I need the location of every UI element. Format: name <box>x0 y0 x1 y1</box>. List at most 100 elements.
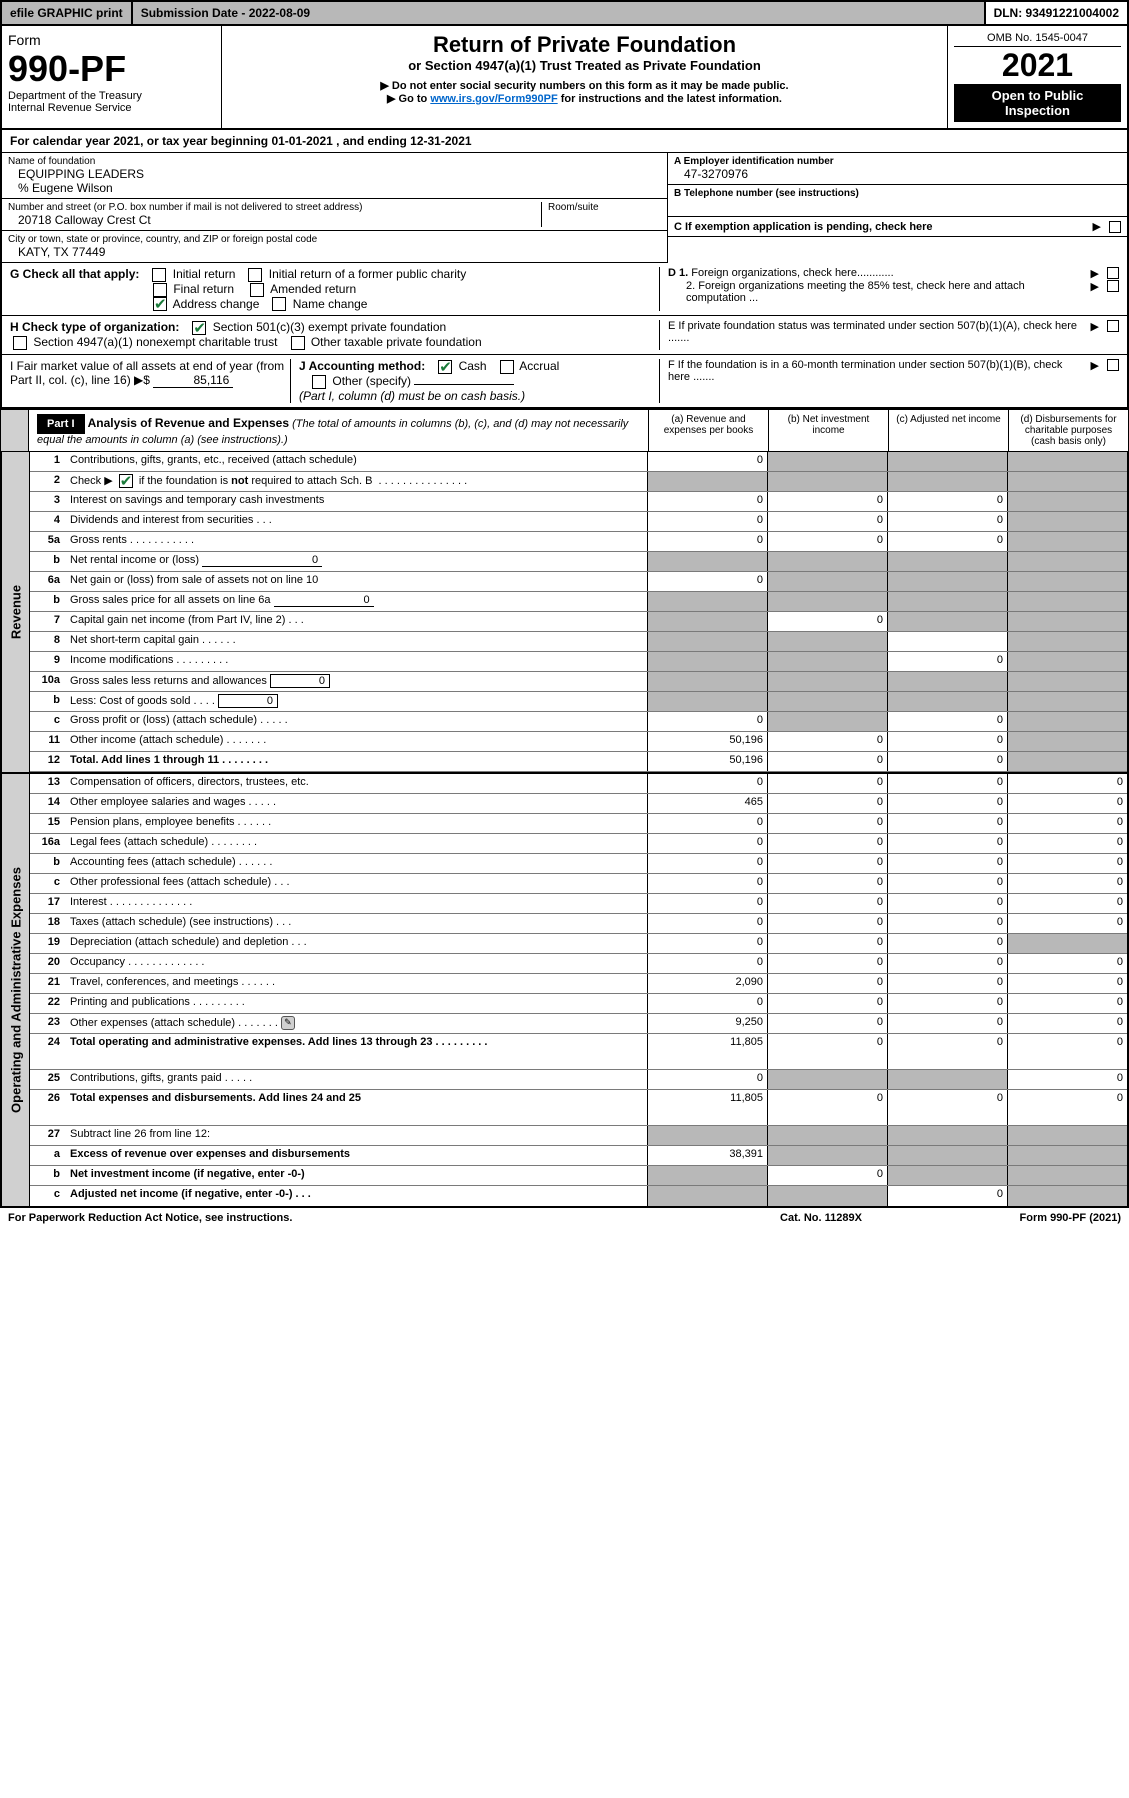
d1-checkbox[interactable] <box>1107 267 1119 279</box>
cat-no: Cat. No. 11289X <box>721 1212 921 1224</box>
schb-checkbox[interactable] <box>119 474 133 488</box>
line-21: Travel, conferences, and meetings . . . … <box>66 974 647 993</box>
line-27c: Adjusted net income (if negative, enter … <box>66 1186 647 1206</box>
open-to-public: Open to Public Inspection <box>954 84 1121 122</box>
city-label: City or town, state or province, country… <box>8 234 661 245</box>
paperwork-notice: For Paperwork Reduction Act Notice, see … <box>8 1212 721 1224</box>
irs-label: Internal Revenue Service <box>8 102 215 114</box>
part1-header-row: Part I Analysis of Revenue and Expenses … <box>0 409 1129 452</box>
omb-number: OMB No. 1545-0047 <box>954 32 1121 47</box>
line-13: Compensation of officers, directors, tru… <box>66 774 647 793</box>
efile-label[interactable]: efile GRAPHIC print <box>2 2 133 24</box>
line-24: Total operating and administrative expen… <box>66 1034 647 1069</box>
col-b-header: (b) Net investment income <box>768 410 888 451</box>
form-header: Form 990-PF Department of the Treasury I… <box>0 26 1129 130</box>
form-subtitle: or Section 4947(a)(1) Trust Treated as P… <box>228 58 941 73</box>
line-1: Contributions, gifts, grants, etc., rece… <box>66 452 647 471</box>
501c3-checkbox[interactable] <box>192 321 206 335</box>
line-23: Other expenses (attach schedule) . . . .… <box>66 1014 647 1033</box>
d1-label: Foreign organizations, check here.......… <box>691 267 893 279</box>
line-27b: Net investment income (if negative, ente… <box>66 1166 647 1185</box>
initial-former-checkbox[interactable] <box>248 268 262 282</box>
g-label: G Check all that apply: <box>10 267 139 281</box>
foundation-info: Name of foundation EQUIPPING LEADERS % E… <box>0 153 1129 263</box>
line-2: Check ▶ if the foundation is not require… <box>66 472 647 491</box>
instr-link-row: ▶ Go to www.irs.gov/Form990PF for instru… <box>228 92 941 105</box>
amended-return-checkbox[interactable] <box>250 283 264 297</box>
name-change-checkbox[interactable] <box>272 297 286 311</box>
line-6a: Net gain or (loss) from sale of assets n… <box>66 572 647 591</box>
line-16c: Other professional fees (attach schedule… <box>66 874 647 893</box>
line-17: Interest . . . . . . . . . . . . . . <box>66 894 647 913</box>
topbar: efile GRAPHIC print Submission Date - 20… <box>0 0 1129 26</box>
line-22: Printing and publications . . . . . . . … <box>66 994 647 1013</box>
line-10b: Less: Cost of goods sold . . . . 0 <box>66 692 647 711</box>
part1-badge: Part I <box>37 414 85 434</box>
line-26: Total expenses and disbursements. Add li… <box>66 1090 647 1125</box>
line-7: Capital gain net income (from Part IV, l… <box>66 612 647 631</box>
calendar-year-row: For calendar year 2021, or tax year begi… <box>0 130 1129 153</box>
line-15: Pension plans, employee benefits . . . .… <box>66 814 647 833</box>
line-5a: Gross rents . . . . . . . . . . . <box>66 532 647 551</box>
line-10c: Gross profit or (loss) (attach schedule)… <box>66 712 647 731</box>
page-footer: For Paperwork Reduction Act Notice, see … <box>0 1208 1129 1228</box>
line-27: Subtract line 26 from line 12: <box>66 1126 647 1145</box>
dept-treasury: Department of the Treasury <box>8 90 215 102</box>
initial-return-checkbox[interactable] <box>152 268 166 282</box>
tax-year: 2021 <box>954 47 1121 84</box>
section-h-row: H Check type of organization: Section 50… <box>0 316 1129 355</box>
h-label: H Check type of organization: <box>10 320 179 334</box>
i-label: I Fair market value of all assets at end… <box>10 359 284 387</box>
attachment-icon[interactable]: ✎ <box>281 1016 295 1030</box>
accrual-checkbox[interactable] <box>500 360 514 374</box>
line-20: Occupancy . . . . . . . . . . . . . <box>66 954 647 973</box>
line-18: Taxes (attach schedule) (see instruction… <box>66 914 647 933</box>
part1-title: Analysis of Revenue and Expenses <box>88 416 289 430</box>
line-6b: Gross sales price for all assets on line… <box>66 592 647 611</box>
room-label: Room/suite <box>548 202 661 213</box>
fmv-value: 85,116 <box>153 373 233 388</box>
4947-checkbox[interactable] <box>13 336 27 350</box>
col-a-header: (a) Revenue and expenses per books <box>648 410 768 451</box>
col-c-header: (c) Adjusted net income <box>888 410 1008 451</box>
d2-label: 2. Foreign organizations meeting the 85%… <box>668 280 1087 304</box>
f-checkbox[interactable] <box>1107 359 1119 371</box>
j-note: (Part I, column (d) must be on cash basi… <box>299 389 659 403</box>
cash-checkbox[interactable] <box>438 360 452 374</box>
foundation-name: EQUIPPING LEADERS <box>8 167 661 181</box>
expenses-side-label: Operating and Administrative Expenses <box>8 867 23 1113</box>
ein-label: A Employer identification number <box>674 156 1121 167</box>
line-3: Interest on savings and temporary cash i… <box>66 492 647 511</box>
other-taxable-checkbox[interactable] <box>291 336 305 350</box>
line-12: Total. Add lines 1 through 11 . . . . . … <box>66 752 647 771</box>
line-25: Contributions, gifts, grants paid . . . … <box>66 1070 647 1089</box>
form-number: 990-PF <box>8 48 215 90</box>
exemption-checkbox[interactable] <box>1109 221 1121 233</box>
telephone-label: B Telephone number (see instructions) <box>674 188 1121 199</box>
section-g-row: G Check all that apply: Initial return I… <box>0 263 1129 316</box>
j-label: J Accounting method: <box>299 359 425 373</box>
line-19: Depreciation (attach schedule) and deple… <box>66 934 647 953</box>
street-address: 20718 Calloway Crest Ct <box>8 213 541 227</box>
line-11: Other income (attach schedule) . . . . .… <box>66 732 647 751</box>
submission-date: Submission Date - 2022-08-09 <box>133 2 986 24</box>
form990pf-link[interactable]: www.irs.gov/Form990PF <box>430 93 557 105</box>
dln: DLN: 93491221004002 <box>986 2 1127 24</box>
line-10a: Gross sales less returns and allowances … <box>66 672 647 691</box>
d2-checkbox[interactable] <box>1107 280 1119 292</box>
e-checkbox[interactable] <box>1107 320 1119 332</box>
f-label: F If the foundation is in a 60-month ter… <box>668 359 1087 383</box>
line-4: Dividends and interest from securities .… <box>66 512 647 531</box>
line-16a: Legal fees (attach schedule) . . . . . .… <box>66 834 647 853</box>
other-method-checkbox[interactable] <box>312 375 326 389</box>
ein-value: 47-3270976 <box>674 167 1121 181</box>
address-change-checkbox[interactable] <box>153 297 167 311</box>
care-of: % Eugene Wilson <box>8 181 661 195</box>
line-27a: Excess of revenue over expenses and disb… <box>66 1146 647 1165</box>
city-state-zip: KATY, TX 77449 <box>8 245 661 259</box>
section-i-j-row: I Fair market value of all assets at end… <box>0 355 1129 409</box>
line-5b: Net rental income or (loss) 0 <box>66 552 647 571</box>
revenue-side-label: Revenue <box>8 585 23 639</box>
expenses-section: Operating and Administrative Expenses 13… <box>0 774 1129 1208</box>
line-16b: Accounting fees (attach schedule) . . . … <box>66 854 647 873</box>
